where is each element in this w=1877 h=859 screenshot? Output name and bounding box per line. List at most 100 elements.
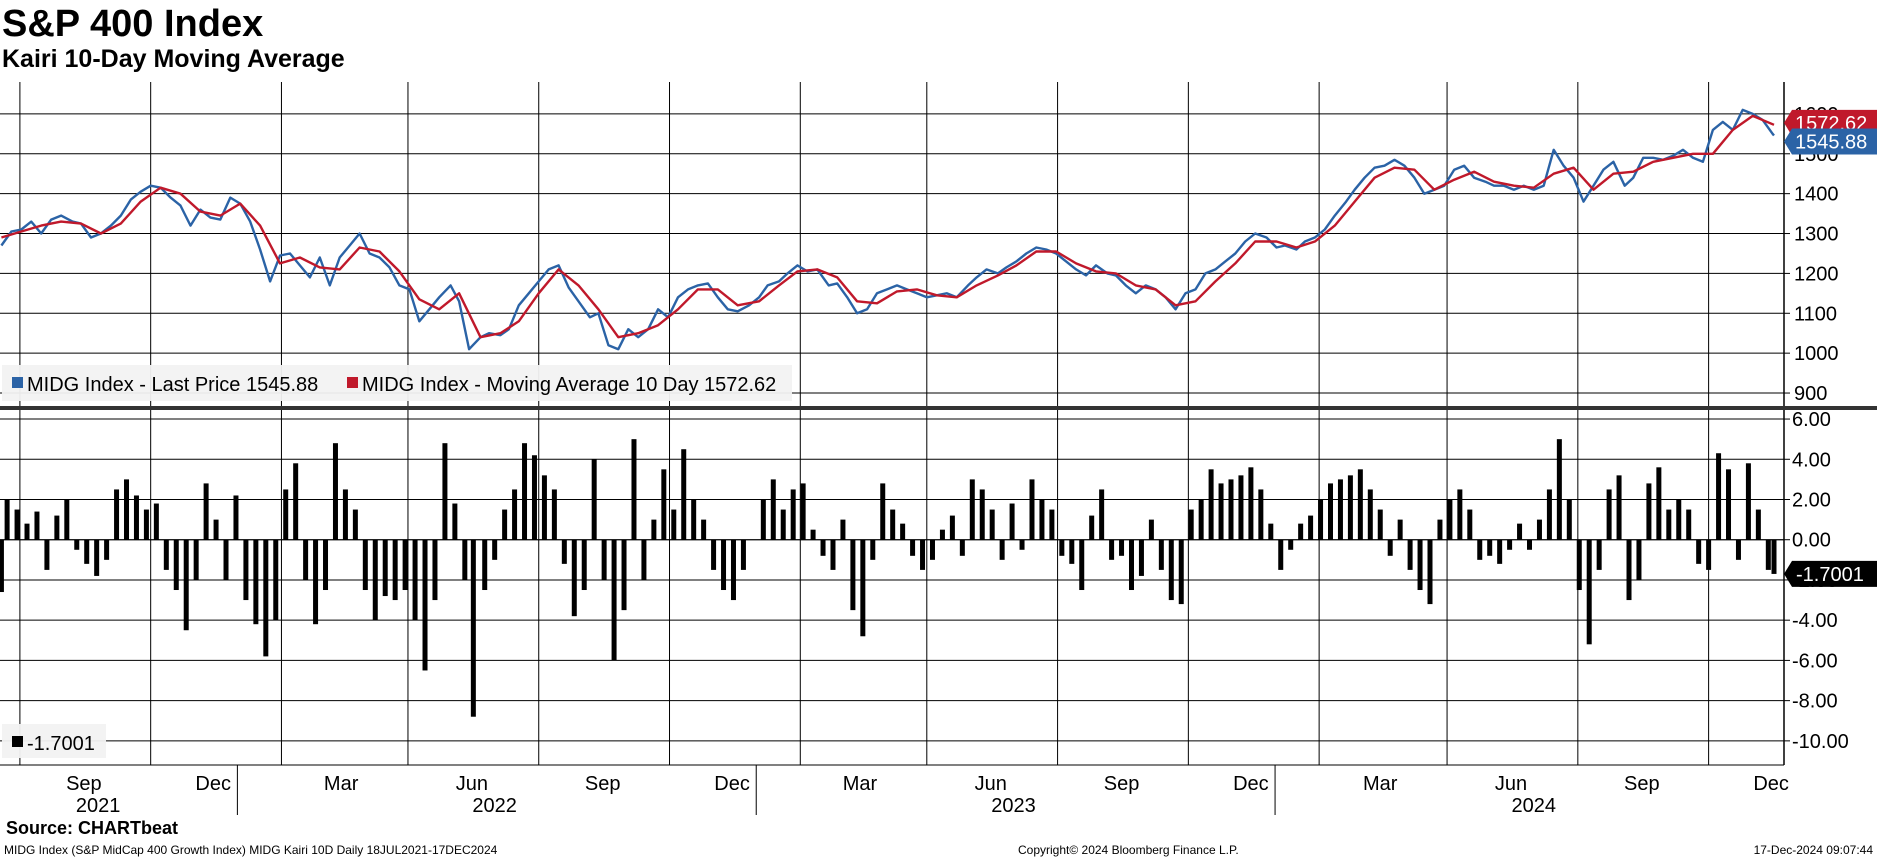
kairi-bar [1099,489,1105,540]
kairi-bar [1198,499,1204,540]
kairi-bar [721,539,727,591]
kairi-bar [1377,509,1383,540]
kairi-bar [502,509,508,540]
kairi-bar [402,539,408,591]
kairi-bar [213,519,219,540]
footer-description: MIDG Index (S&P MidCap 400 Growth Index)… [4,843,498,857]
kairi-bar [1726,469,1732,540]
kairi-bar [531,455,537,540]
kairi-bar [104,539,110,560]
kairi-bar [920,539,926,570]
kairi-bar [860,539,866,637]
kairi-bar [1656,467,1662,540]
kairi-bar [939,529,945,540]
kairi-bar [1218,483,1224,540]
kairi-bar [163,539,169,570]
kairi-bar [352,509,358,540]
kairi-bar [1069,539,1075,564]
kairi-bar [1407,539,1413,570]
kairi-bar [1308,515,1314,540]
kairi-bar [1427,539,1433,605]
legend-label-last-price: MIDG Index - Last Price 1545.88 [27,374,318,396]
kairi-bar [1676,499,1682,540]
kairi-bar [800,483,806,540]
kairi-bar [1328,483,1333,540]
price-tick-label: 1100 [1794,303,1837,325]
kairi-bar [1636,539,1642,580]
kairi-bar [84,539,90,564]
chart-subtitle: Kairi 10-Day Moving Average [2,45,345,73]
month-label: Dec [1233,773,1269,795]
month-label: Dec [195,773,231,795]
kairi-bar [1109,539,1115,560]
kairi-bar [1357,469,1363,540]
kairi-bar [1089,515,1095,540]
kairi-bar [1606,489,1612,540]
kairi-bar [1596,539,1602,570]
kairi-bar [412,539,418,621]
kairi-bar [591,459,597,540]
kairi-bar [1278,539,1284,570]
kairi-bar [999,539,1005,560]
last-price-value-label: 1545.88 [1795,131,1867,153]
kairi-bar [1507,539,1513,550]
kairi-bar [1367,489,1373,540]
month-label: Jun [975,773,1007,795]
kairi-bar [760,499,766,540]
kairi-bar [1497,539,1503,564]
kairi-bar [701,519,707,540]
kairi-bar [1586,539,1592,645]
kairi-bar [372,539,378,621]
kairi-bar [830,539,836,570]
month-label: Sep [1104,773,1140,795]
kairi-bar [681,449,687,540]
kairi-tick-label: -4.00 [1792,610,1838,632]
kairi-bar [870,539,876,560]
kairi-bar [601,539,607,580]
legend-label-moving-average: MIDG Index - Moving Average 10 Day 1572.… [362,374,776,396]
kairi-bar [959,539,965,556]
kairi-bar [64,499,70,540]
kairi-bar [691,499,697,540]
year-label: 2022 [472,795,517,815]
kairi-bar [342,489,348,540]
chart-legends: MIDG Index - Last Price 1545.88 MIDG Inde… [2,365,792,758]
kairi-bar [1527,539,1533,550]
kairi-bar [1566,499,1572,540]
kairi-bar [1771,539,1777,574]
month-label: Mar [1363,773,1398,795]
kairi-bar [1168,539,1174,601]
month-label: Dec [1753,773,1789,795]
price-tick-label: 1300 [1794,224,1839,246]
kairi-bar [1158,539,1164,570]
kairi-bar [1188,509,1194,540]
kairi-bar [313,539,319,625]
kairi-bar [621,539,627,611]
year-label: 2021 [76,795,121,815]
kairi-bar [711,539,717,570]
kairi-bar [94,539,100,576]
kairi-bar [1208,469,1214,540]
kairi-bar [193,539,199,580]
kairi-tick-label: -8.00 [1792,691,1838,713]
kairi-bar [1556,439,1562,540]
kairi-bar [1268,523,1274,540]
legend-swatch-moving-average [347,377,358,388]
kairi-bar [1059,539,1065,556]
kairi-bar [1576,539,1582,591]
kairi-bar [332,443,338,540]
kairi-bar [671,509,677,540]
kairi-bar [183,539,189,631]
kairi-tick-label: -6.00 [1792,650,1838,672]
kairi-bar [323,539,329,591]
kairi-bar [1646,483,1652,540]
kairi-bar [462,539,468,580]
kairi-bar [631,439,637,540]
price-legend-box [2,365,792,401]
source-note: Source: CHARTbeat [6,818,179,838]
kairi-bar [780,509,786,540]
kairi-bar [54,515,60,540]
kairi-bar [1457,489,1463,540]
kairi-bar [900,523,906,540]
kairi-bar [1517,523,1523,540]
